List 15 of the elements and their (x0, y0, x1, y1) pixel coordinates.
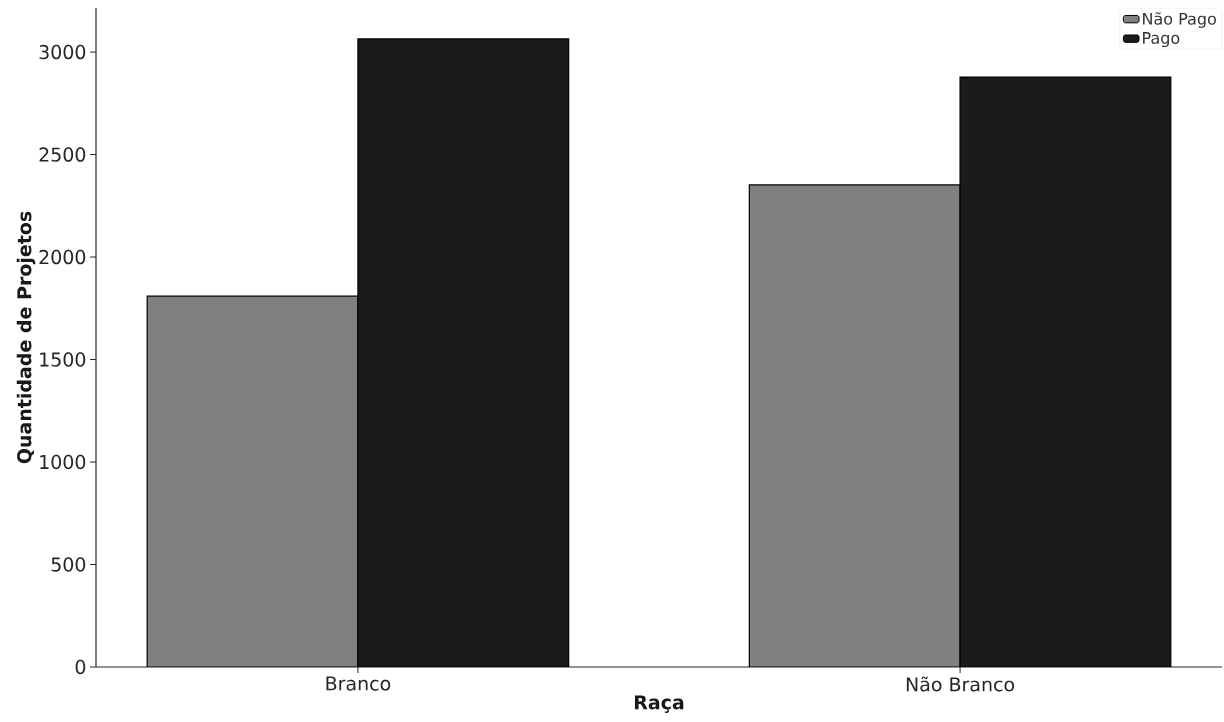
y-axis-title: Quantidade de Projetos (16, 211, 36, 464)
y-tick-label: 3000 (39, 44, 86, 60)
y-tick-label: 1500 (40, 352, 86, 367)
y-tick-label: 2000 (39, 249, 86, 265)
x-axis-title: Raça (634, 695, 684, 713)
x-tick-label: Branco (326, 676, 391, 691)
y-tick-label: 1000 (40, 454, 86, 470)
x-tick-label: Não Branco (906, 676, 1015, 692)
legend-label: Pago (1143, 32, 1180, 48)
bar (748, 184, 961, 667)
legend-label: Não Pago (1143, 12, 1216, 28)
y-tick-label: 2500 (39, 147, 86, 162)
y-tick-label: 0 (75, 659, 86, 675)
bar (146, 295, 359, 667)
y-tick-label: 500 (51, 557, 86, 572)
